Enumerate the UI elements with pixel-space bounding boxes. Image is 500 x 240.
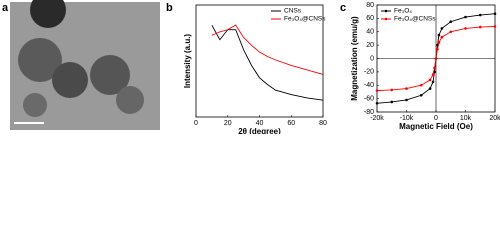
x-tick-label: 20 xyxy=(224,120,232,127)
particle xyxy=(18,38,62,82)
data-point xyxy=(405,87,408,90)
panel-label: a xyxy=(2,2,9,14)
x-axis-label: 2θ (degree) xyxy=(238,127,281,134)
data-point xyxy=(375,89,379,92)
x-tick-label: -10k xyxy=(400,115,414,122)
legend-label: Fe₃O₄@CNSs xyxy=(284,16,326,23)
data-point xyxy=(390,88,394,92)
data-point xyxy=(464,15,467,19)
y-tick-label: 80 xyxy=(366,2,374,9)
tem-image xyxy=(10,0,160,130)
legend-marker xyxy=(384,9,388,13)
y-tick-label: -20 xyxy=(364,69,374,76)
x-tick-label: -20k xyxy=(370,115,384,122)
x-axis-label: Magnetic Field (Oe) xyxy=(399,122,473,131)
y-tick-label: 60 xyxy=(366,15,374,22)
data-point xyxy=(478,13,482,17)
data-point xyxy=(478,25,482,29)
particle xyxy=(52,62,88,98)
x-tick-label: 20k xyxy=(489,115,500,122)
data-point xyxy=(437,41,441,44)
legend-label: Fe₃O₄ xyxy=(394,8,412,15)
data-point xyxy=(464,27,467,30)
y-tick-label: -80 xyxy=(364,109,374,116)
legend-marker xyxy=(384,17,388,21)
panel-label: b xyxy=(166,2,173,14)
data-point xyxy=(493,12,497,15)
particle xyxy=(23,93,47,117)
scale-bar xyxy=(14,122,44,124)
data-point xyxy=(493,25,497,28)
y-tick-label: 20 xyxy=(366,42,374,49)
data-point xyxy=(437,33,441,37)
particle xyxy=(90,55,130,95)
data-point xyxy=(405,98,408,102)
data-point xyxy=(428,87,432,90)
y-tick-label: 40 xyxy=(366,29,374,36)
x-tick-label: 10k xyxy=(460,115,472,122)
x-tick-label: 40 xyxy=(256,120,264,127)
data-point xyxy=(436,47,439,51)
figure: a b 0 20 40 60 80 2θ (degree) Intensity (a.u.) C… xyxy=(2,0,500,136)
data-point xyxy=(431,73,435,76)
data-point xyxy=(419,83,423,87)
data-line xyxy=(211,24,324,75)
data-point xyxy=(440,27,444,30)
y-axis-label: Intensity (a.u.) xyxy=(183,34,192,89)
particle xyxy=(30,0,66,28)
data-point xyxy=(449,20,453,24)
data-point xyxy=(431,80,435,84)
particle xyxy=(116,86,144,114)
data-point xyxy=(375,102,379,105)
data-point xyxy=(390,100,394,104)
x-tick-label: 0 xyxy=(434,115,438,122)
y-tick-label: 0 xyxy=(370,55,374,62)
data-point xyxy=(419,93,423,97)
data-line xyxy=(211,24,324,101)
data-point xyxy=(434,57,438,60)
y-axis-label: Magnetization (emu/g) xyxy=(350,16,359,101)
panel-label: c xyxy=(340,2,346,14)
y-tick-label: -40 xyxy=(364,82,374,89)
x-tick-label: 60 xyxy=(287,120,295,127)
legend-label: Fe₃O₄@CNSs xyxy=(394,16,436,23)
data-point xyxy=(433,66,436,70)
data-point xyxy=(449,30,453,34)
x-tick-label: 0 xyxy=(194,120,198,127)
data-point xyxy=(440,35,444,39)
x-tick-label: 80 xyxy=(319,120,327,127)
data-point xyxy=(428,78,432,82)
legend-label: CNSs xyxy=(284,8,302,15)
y-tick-label: -60 xyxy=(364,95,374,102)
